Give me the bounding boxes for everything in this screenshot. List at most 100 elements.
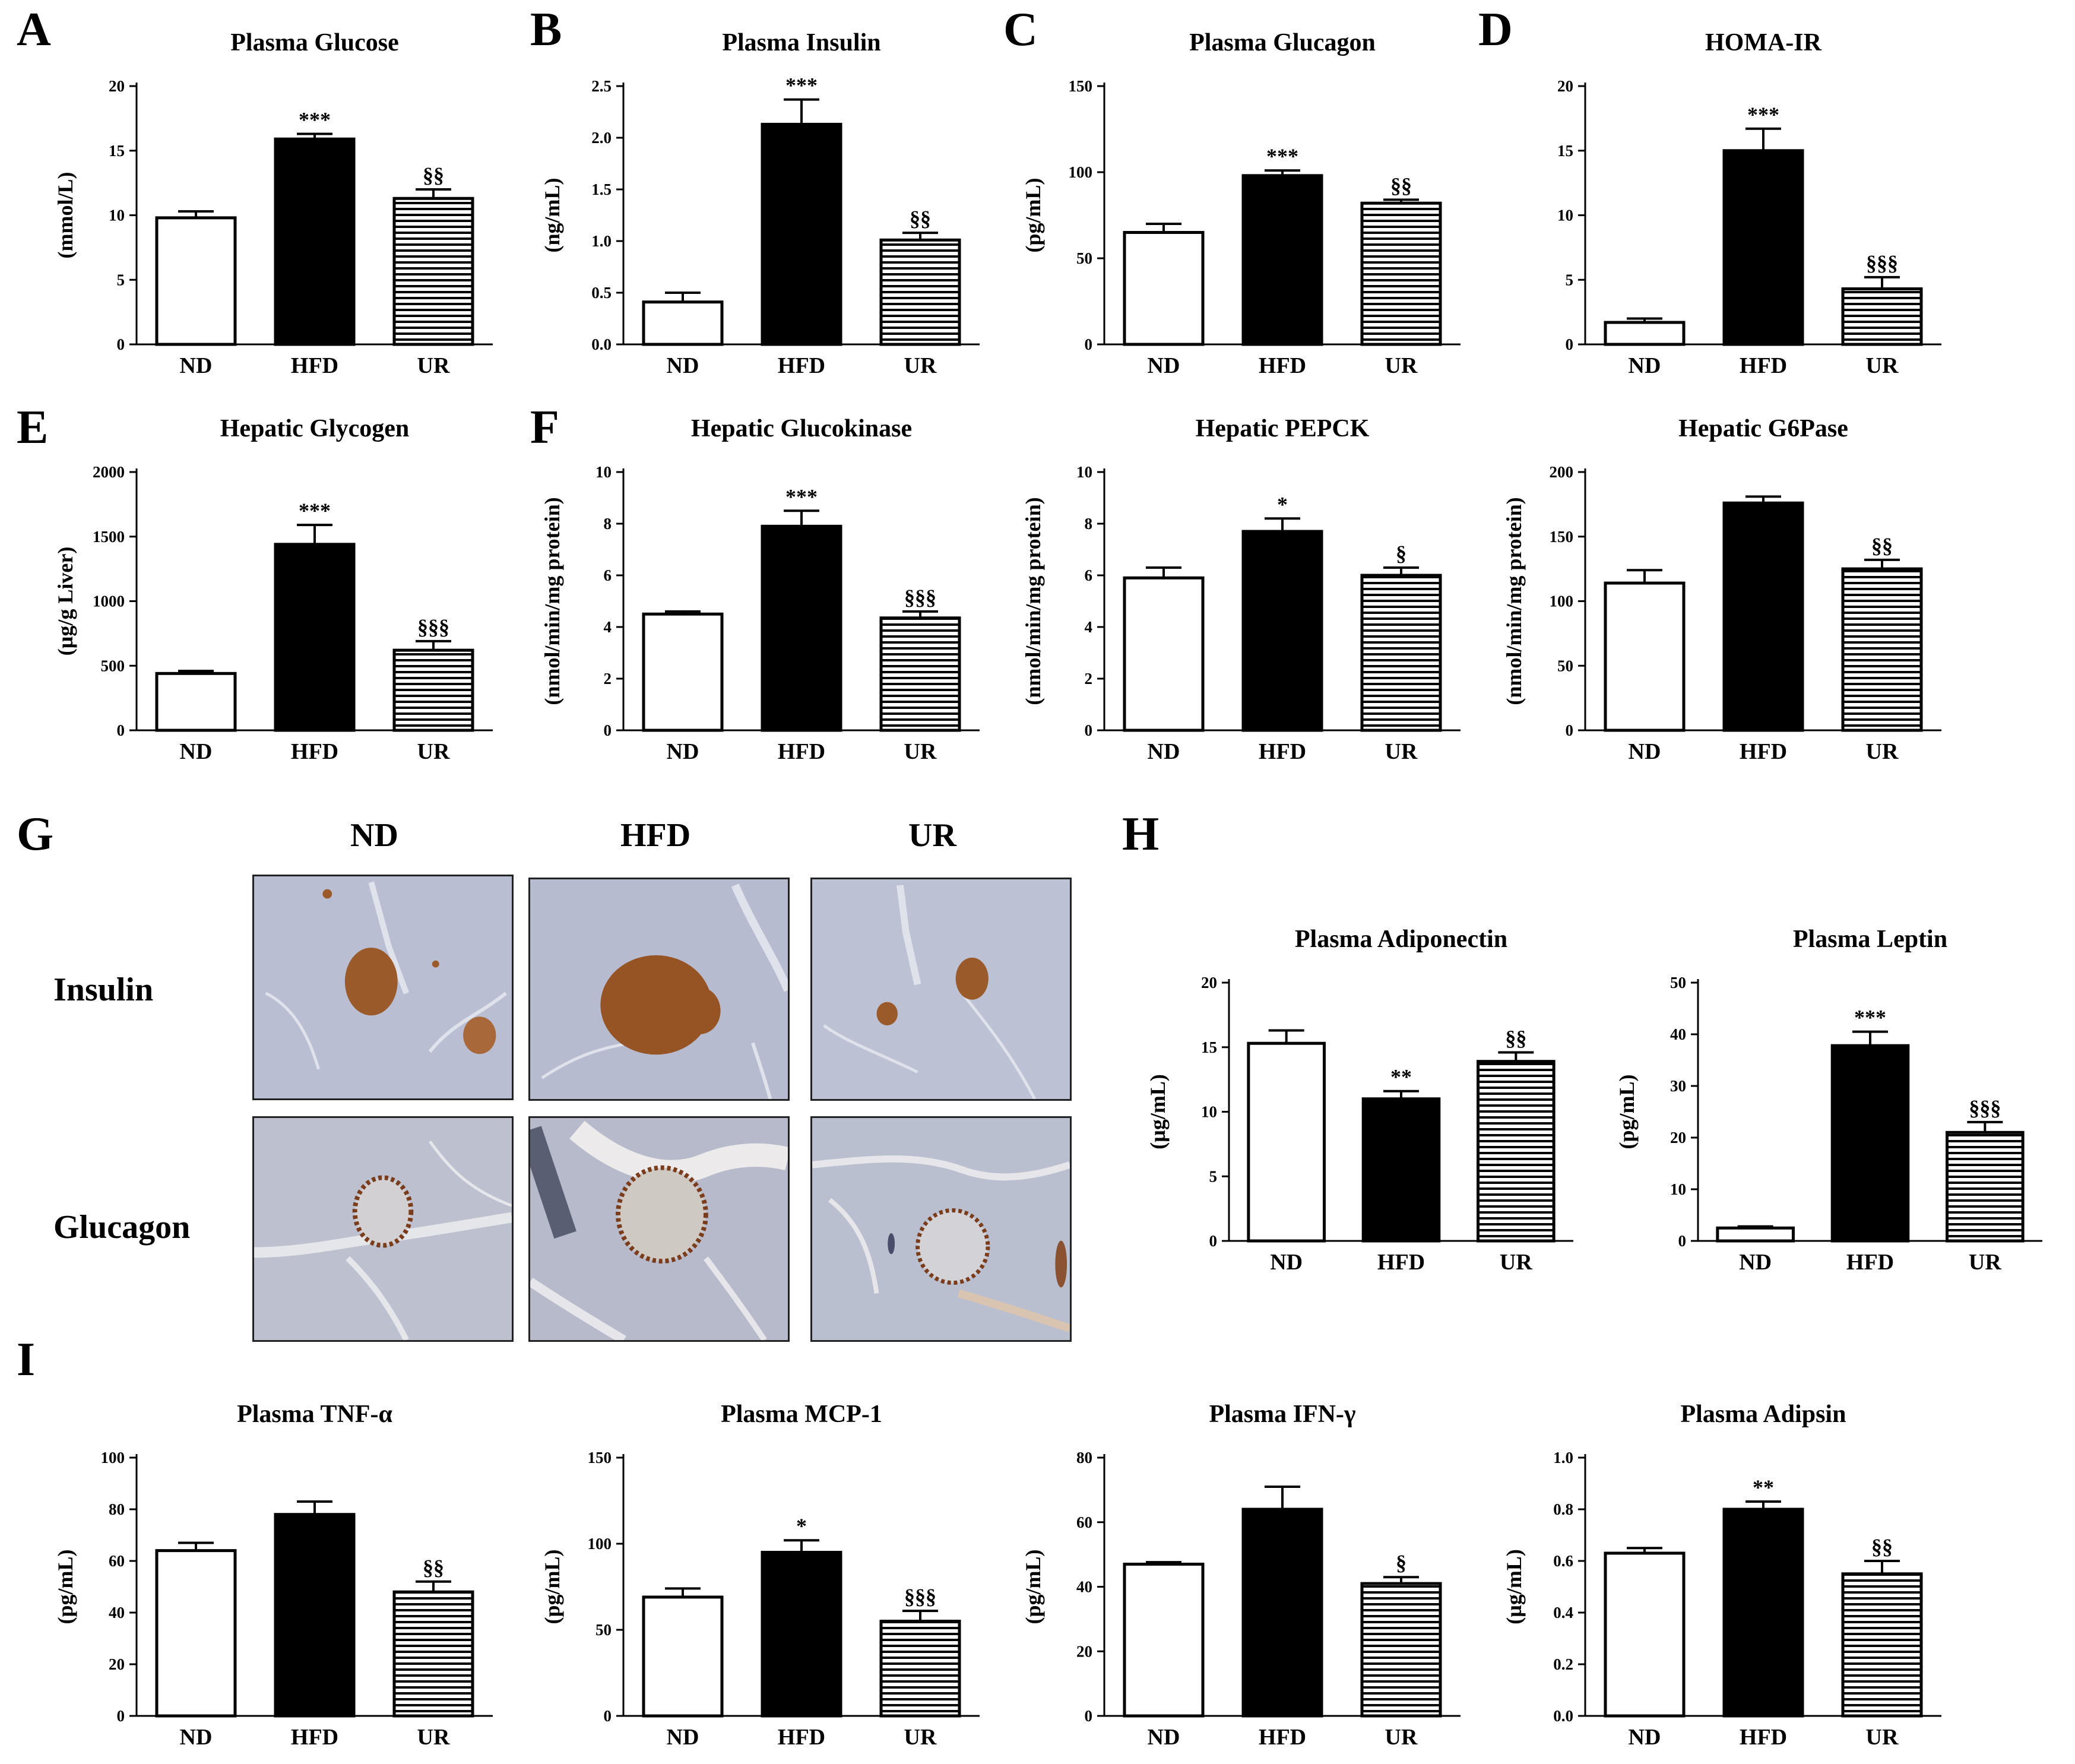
glycogen-bar-ur xyxy=(392,648,474,732)
tnf-ytick-label: 100 xyxy=(101,1449,125,1467)
ifn-ytick-label: 0 xyxy=(1085,1707,1093,1725)
tnf-xtick-label: HFD xyxy=(291,1725,338,1750)
glucose-ytick-label: 20 xyxy=(109,77,125,95)
glucagon-xtick-label: UR xyxy=(1385,353,1418,378)
chart-plasma-tnf: Plasma TNF-α (pg/mL) 0 20 40 60 80 100 ND HFD §§ UR xyxy=(53,1401,493,1750)
glucagon-title: Plasma Glucagon xyxy=(1189,29,1376,56)
tnf-significance: §§ xyxy=(423,1556,444,1579)
ifn-xtick-label: ND xyxy=(1148,1725,1180,1750)
tnf-xtick-label: UR xyxy=(417,1725,450,1750)
panel-letter-c: C xyxy=(1003,4,1038,56)
glucose-significance: §§ xyxy=(423,163,444,187)
adipsin-ylabel: (µg/mL) xyxy=(1502,1549,1526,1624)
glucagon-ylabel: (pg/mL) xyxy=(1021,178,1045,253)
ifn-significance: § xyxy=(1396,1551,1406,1575)
mcp1-bar-hfd xyxy=(761,1551,842,1718)
g6pase-ytick-label: 0 xyxy=(1566,721,1574,739)
ifn-bar-ur xyxy=(1360,1582,1442,1718)
leptin-title: Plasma Leptin xyxy=(1793,926,1947,953)
tnf-bar-hfd xyxy=(274,1513,356,1718)
glycogen-xtick-label: UR xyxy=(417,739,450,764)
insulin-xtick-label: HFD xyxy=(778,353,825,378)
tnf-ytick-label: 0 xyxy=(117,1707,125,1725)
adiponectin-xtick-label: UR xyxy=(1500,1250,1532,1275)
adipsin-ytick-label: 0.0 xyxy=(1553,1707,1573,1725)
leptin-bar-ur xyxy=(1946,1130,2025,1243)
adipsin-ytick-label: 0.6 xyxy=(1553,1552,1573,1570)
ifn-ytick-label: 40 xyxy=(1076,1578,1092,1596)
panel-letter-i: I xyxy=(17,1334,36,1386)
insulin-bar-ur xyxy=(879,238,961,346)
insulin-ytick-label: 2.5 xyxy=(591,77,612,95)
tnf-ytick-label: 60 xyxy=(109,1552,125,1570)
tnf-title: Plasma TNF-α xyxy=(237,1401,392,1428)
adipsin-significance: ** xyxy=(1753,1475,1774,1499)
glucokinase-xtick-label: ND xyxy=(667,739,699,764)
glucokinase-ytick-label: 10 xyxy=(595,463,612,481)
mcp1-xtick-label: HFD xyxy=(778,1725,825,1750)
adipsin-title: Plasma Adipsin xyxy=(1681,1401,1846,1428)
homa-bar-ur xyxy=(1841,287,1923,346)
glycogen-ylabel: (µg/g Liver) xyxy=(53,547,77,656)
histology-column-ur: UR xyxy=(908,817,956,854)
panel-letter-f: F xyxy=(530,401,559,454)
insulin-xtick-label: UR xyxy=(904,353,937,378)
homa-ytick-label: 5 xyxy=(1566,271,1574,289)
panel-letter-h: H xyxy=(1122,808,1160,860)
chart-plasma-adipsin: Plasma Adipsin (µg/mL) 0.0 0.2 0.4 0.6 0.8 1.0 N… xyxy=(1502,1401,1941,1750)
panel-letter-g: G xyxy=(17,808,54,860)
glucagon-bar-hfd xyxy=(1241,174,1323,346)
histology-image-glucagon-nd xyxy=(252,1116,514,1342)
glycogen-xtick-label: ND xyxy=(180,739,213,764)
mcp1-ytick-label: 150 xyxy=(588,1449,612,1467)
pepck-ytick-label: 0 xyxy=(1085,721,1093,739)
ifn-xtick-label: UR xyxy=(1385,1725,1418,1750)
glucose-significance: *** xyxy=(299,107,331,131)
pepck-ytick-label: 2 xyxy=(1085,670,1093,688)
leptin-significance: *** xyxy=(1854,1006,1886,1030)
mcp1-significance: * xyxy=(796,1514,807,1538)
glycogen-ytick-label: 1500 xyxy=(93,528,125,546)
pepck-significance: § xyxy=(1396,541,1406,565)
g6pase-bar-nd xyxy=(1604,581,1686,732)
glucose-ytick-label: 10 xyxy=(109,207,125,224)
glucagon-ytick-label: 150 xyxy=(1069,77,1093,95)
adiponectin-ylabel: (µg/mL) xyxy=(1146,1074,1170,1149)
ifn-bar-nd xyxy=(1123,1562,1205,1718)
mcp1-ytick-label: 100 xyxy=(588,1535,612,1553)
glucokinase-xtick-label: UR xyxy=(904,739,937,764)
insulin-bar-hfd xyxy=(761,122,842,346)
chart-hepatic-glycogen: Hepatic Glycogen (µg/g Liver) 0 500 1000 1500… xyxy=(53,415,493,764)
g6pase-ytick-label: 100 xyxy=(1550,593,1574,610)
glucagon-significance: *** xyxy=(1266,144,1298,168)
leptin-ytick-label: 20 xyxy=(1670,1129,1686,1147)
adiponectin-xtick-label: HFD xyxy=(1377,1250,1425,1275)
chart-plasma-ifn: Plasma IFN-γ (pg/mL) 0 20 40 60 80 ND HFD § UR xyxy=(1021,1401,1461,1750)
adiponectin-bar-hfd xyxy=(1361,1097,1441,1243)
adiponectin-title: Plasma Adiponectin xyxy=(1295,926,1507,953)
glucokinase-bar-ur xyxy=(879,616,961,732)
g6pase-bar-ur xyxy=(1841,567,1923,732)
leptin-ytick-label: 40 xyxy=(1670,1025,1686,1043)
insulin-ytick-label: 2.0 xyxy=(591,129,612,147)
tnf-xtick-label: ND xyxy=(180,1725,213,1750)
chart-hepatic-glucokinase: Hepatic Glucokinase (nmol/min/mg protein)… xyxy=(540,415,980,764)
insulin-title: Plasma Insulin xyxy=(722,29,880,56)
adipsin-xtick-label: HFD xyxy=(1740,1725,1787,1750)
leptin-xtick-label: UR xyxy=(1969,1250,2001,1275)
glucose-ytick-label: 15 xyxy=(109,142,125,160)
insulin-bar-nd xyxy=(642,300,724,346)
glycogen-significance: *** xyxy=(299,499,331,522)
glycogen-significance: §§§ xyxy=(417,615,449,639)
mcp1-ylabel: (pg/mL) xyxy=(540,1550,564,1624)
mcp1-significance: §§§ xyxy=(904,1585,936,1608)
glucokinase-significance: §§§ xyxy=(904,585,936,609)
leptin-xtick-label: ND xyxy=(1739,1250,1772,1275)
leptin-xtick-label: HFD xyxy=(1846,1250,1894,1275)
pepck-bar-ur xyxy=(1360,574,1442,732)
mcp1-xtick-label: UR xyxy=(904,1725,937,1750)
ifn-ytick-label: 80 xyxy=(1076,1449,1092,1467)
homa-ytick-label: 10 xyxy=(1557,207,1573,224)
tnf-bar-nd xyxy=(155,1549,237,1718)
